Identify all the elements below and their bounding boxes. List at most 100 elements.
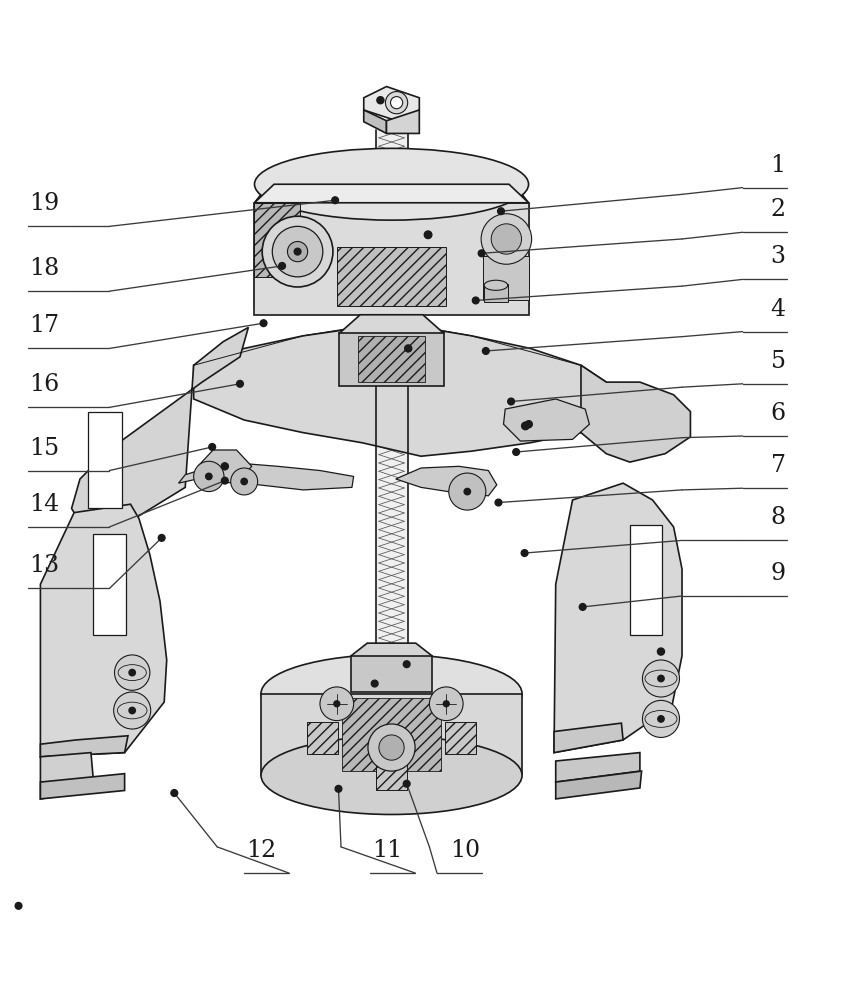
Circle shape (335, 785, 342, 792)
Polygon shape (376, 758, 407, 790)
Circle shape (478, 250, 485, 257)
Bar (93, 534, 126, 635)
Polygon shape (194, 321, 606, 456)
Circle shape (115, 655, 150, 690)
Polygon shape (254, 203, 529, 315)
Circle shape (231, 468, 258, 495)
Circle shape (405, 345, 412, 352)
Text: 6: 6 (770, 402, 786, 425)
Circle shape (377, 97, 384, 104)
Text: 2: 2 (770, 198, 786, 221)
Ellipse shape (254, 148, 529, 220)
Polygon shape (307, 722, 338, 754)
Circle shape (444, 701, 450, 707)
Circle shape (495, 499, 502, 506)
Polygon shape (386, 110, 419, 133)
Polygon shape (72, 327, 248, 529)
Circle shape (429, 687, 463, 721)
Circle shape (272, 226, 322, 277)
Circle shape (320, 687, 354, 721)
Polygon shape (504, 399, 589, 441)
Circle shape (658, 716, 664, 722)
Polygon shape (556, 753, 640, 782)
Circle shape (379, 735, 404, 760)
Circle shape (237, 380, 243, 387)
Polygon shape (342, 698, 441, 771)
Circle shape (368, 724, 415, 771)
Circle shape (171, 790, 178, 796)
Polygon shape (339, 333, 444, 386)
Circle shape (491, 224, 521, 254)
Text: 12: 12 (246, 839, 276, 862)
Text: 14: 14 (29, 493, 60, 516)
Circle shape (194, 461, 224, 492)
Text: 11: 11 (372, 839, 402, 862)
Text: 15: 15 (29, 437, 60, 460)
Text: 5: 5 (770, 350, 786, 373)
Circle shape (262, 216, 333, 287)
Text: 1: 1 (770, 154, 786, 177)
Polygon shape (581, 365, 690, 462)
Text: 7: 7 (770, 454, 786, 477)
Polygon shape (254, 184, 529, 203)
Polygon shape (198, 450, 252, 483)
Circle shape (658, 675, 664, 682)
Polygon shape (261, 694, 522, 775)
Circle shape (391, 97, 402, 109)
Polygon shape (40, 736, 128, 757)
Text: 9: 9 (770, 562, 786, 585)
Circle shape (260, 320, 267, 327)
Circle shape (333, 701, 340, 707)
Circle shape (521, 550, 528, 556)
Text: 3: 3 (770, 245, 786, 268)
Circle shape (221, 463, 228, 470)
Circle shape (241, 478, 248, 485)
Polygon shape (40, 753, 94, 799)
Circle shape (498, 208, 504, 215)
Circle shape (205, 473, 212, 480)
Text: 10: 10 (450, 839, 480, 862)
Polygon shape (351, 656, 432, 692)
Polygon shape (396, 466, 497, 496)
Polygon shape (339, 315, 444, 378)
Circle shape (642, 700, 679, 737)
Text: 4: 4 (770, 298, 786, 321)
Text: 17: 17 (29, 314, 60, 337)
Circle shape (158, 535, 165, 541)
Circle shape (424, 231, 432, 239)
Circle shape (129, 669, 136, 676)
Polygon shape (522, 194, 529, 315)
Polygon shape (254, 194, 261, 315)
Polygon shape (364, 87, 419, 121)
Circle shape (332, 197, 338, 204)
Text: 13: 13 (29, 554, 60, 577)
Circle shape (525, 421, 532, 428)
Polygon shape (484, 284, 508, 302)
Circle shape (449, 473, 486, 510)
Circle shape (508, 398, 514, 405)
Polygon shape (337, 247, 446, 306)
Circle shape (464, 488, 471, 495)
Circle shape (522, 422, 530, 430)
Polygon shape (554, 483, 682, 753)
Circle shape (472, 297, 479, 304)
Ellipse shape (261, 736, 522, 814)
Circle shape (658, 648, 664, 655)
Ellipse shape (484, 280, 508, 290)
Text: 19: 19 (29, 192, 60, 215)
Circle shape (482, 348, 489, 354)
Circle shape (129, 707, 136, 714)
Circle shape (371, 680, 378, 687)
Polygon shape (179, 462, 354, 490)
Circle shape (294, 248, 301, 255)
Polygon shape (254, 203, 301, 277)
Polygon shape (364, 110, 386, 133)
Circle shape (15, 902, 22, 909)
Polygon shape (40, 504, 167, 757)
Polygon shape (445, 722, 476, 754)
Circle shape (481, 214, 531, 264)
Polygon shape (40, 774, 125, 799)
Circle shape (287, 242, 307, 262)
Bar (630, 525, 662, 635)
Circle shape (513, 449, 520, 455)
